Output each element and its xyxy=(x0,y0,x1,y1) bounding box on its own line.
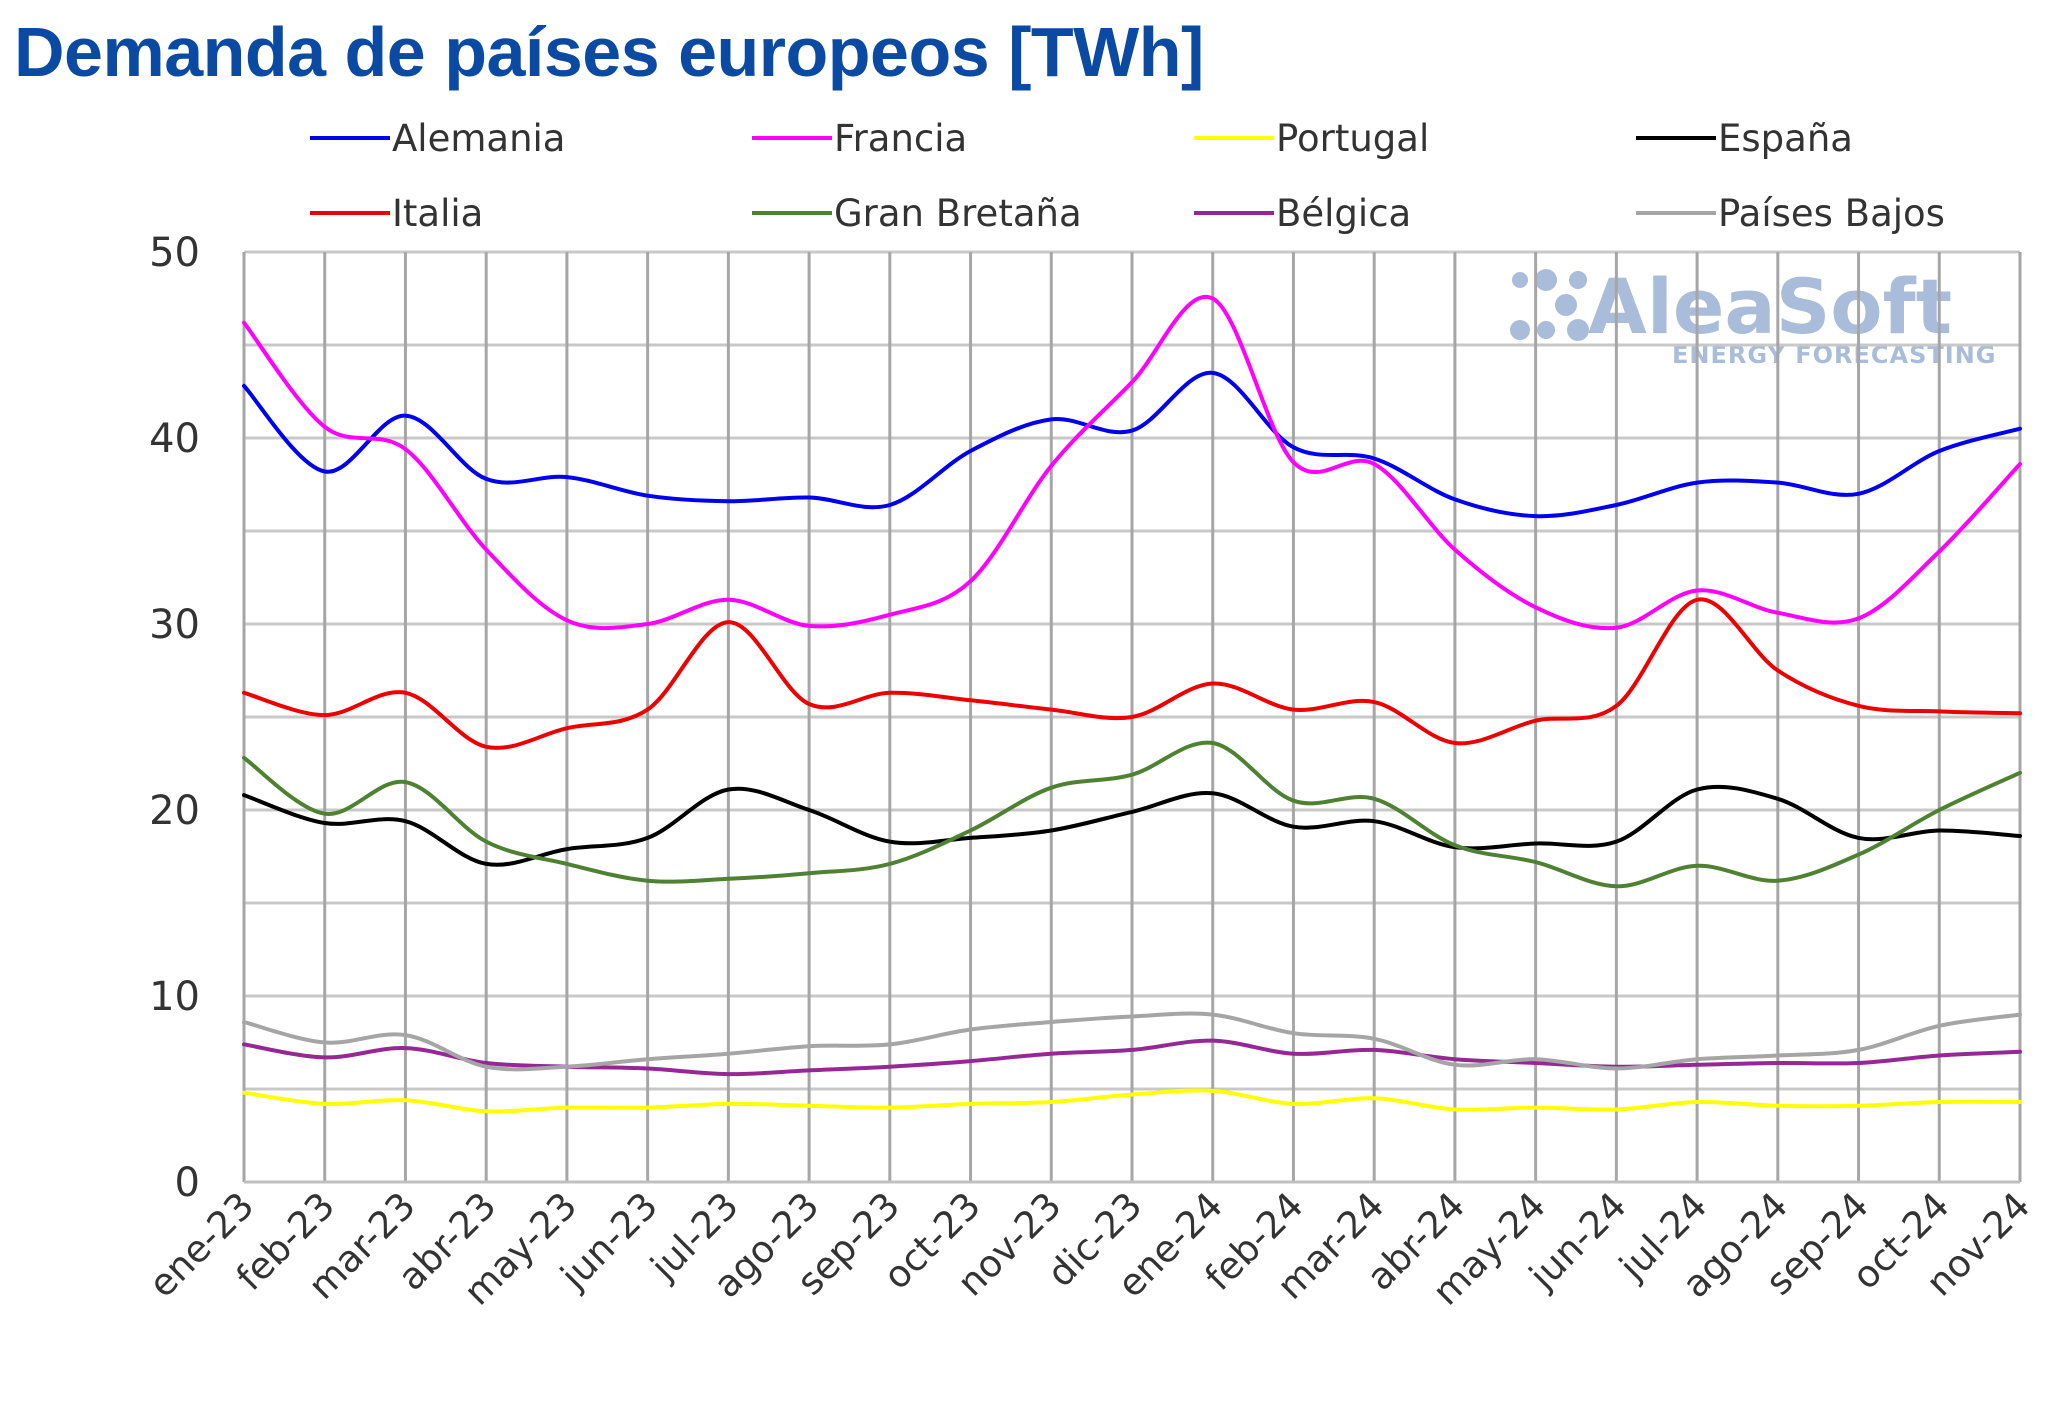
x-tick-label: ene-23 xyxy=(140,1184,262,1306)
legend-item: España xyxy=(1636,117,1853,160)
y-tick-label: 10 xyxy=(149,974,200,1020)
y-tick-label: 20 xyxy=(149,788,200,834)
logo-dots-icon xyxy=(1510,269,1589,341)
legend-item: Portugal xyxy=(1194,117,1429,160)
legend-item: Francia xyxy=(752,117,967,160)
aleasoft-logo: AleaSoft ENERGY FORECASTING xyxy=(1510,262,1996,369)
series-line-francia xyxy=(242,294,2022,631)
legend-label: Francia xyxy=(834,117,967,160)
legend-item: Gran Bretaña xyxy=(752,192,1082,235)
chart-title: Demanda de países europeos [TWh] xyxy=(14,13,1204,91)
series-line-portugal xyxy=(242,1088,2022,1114)
legend-label: Bélgica xyxy=(1276,192,1411,235)
series-line-italia xyxy=(242,597,2022,750)
y-tick-label: 50 xyxy=(149,230,200,276)
series-line-gran-bretana xyxy=(242,740,2022,889)
legend-label: Gran Bretaña xyxy=(834,192,1082,235)
series-line-espana xyxy=(242,784,2022,867)
legend-label: Portugal xyxy=(1276,117,1429,160)
series-layer xyxy=(242,294,2022,1114)
legend-label: España xyxy=(1718,117,1853,160)
legend: Alemania Francia Portugal España Italia Gran … xyxy=(310,117,1945,235)
logo-brand: AleaSoft xyxy=(1588,262,1952,351)
series-line-paises-bajos xyxy=(242,1011,2022,1072)
legend-item: Italia xyxy=(310,192,483,235)
legend-label: Italia xyxy=(392,192,483,235)
legend-item: Bélgica xyxy=(1194,192,1411,235)
series-line-alemania xyxy=(242,370,2022,519)
legend-label: Alemania xyxy=(392,117,565,160)
y-tick-label: 40 xyxy=(149,416,200,462)
y-tick-label: 30 xyxy=(149,602,200,648)
series-line-belgica xyxy=(242,1038,2022,1077)
legend-label: Países Bajos xyxy=(1718,192,1945,235)
y-tick-label: 0 xyxy=(175,1160,200,1206)
y-axis-ticks: 0 10 20 30 40 50 xyxy=(149,230,200,1206)
legend-item: Países Bajos xyxy=(1636,192,1945,235)
legend-item: Alemania xyxy=(310,117,565,160)
x-axis-ticks: ene-23feb-23mar-23abr-23may-23jun-23jul-… xyxy=(140,1184,2038,1314)
